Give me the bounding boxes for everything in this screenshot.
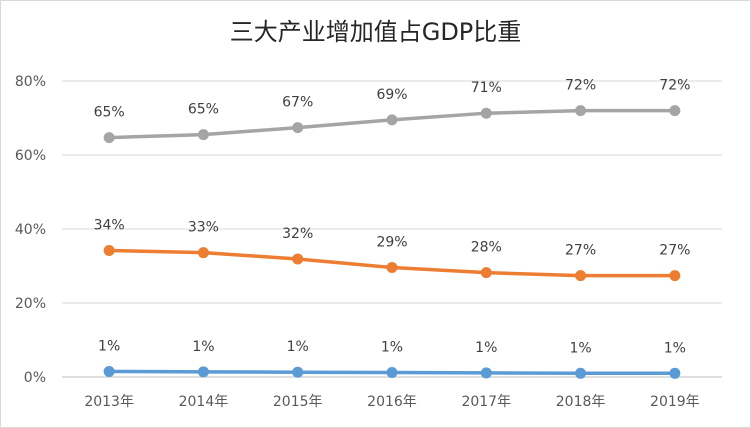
data-point xyxy=(386,114,398,126)
y-tick-label: 80% xyxy=(15,74,46,90)
data-point xyxy=(197,247,209,259)
data-point xyxy=(480,267,492,279)
data-label: 33% xyxy=(188,220,219,236)
y-tick-label: 0% xyxy=(24,370,46,386)
series-layer xyxy=(103,105,681,379)
data-label: 69% xyxy=(376,87,407,103)
data-labels: 65% 65% 67% 69% 71% 72% 72% 34% 33% 32% 29% 28% 27% 2… xyxy=(94,78,691,357)
data-label: 1% xyxy=(287,339,309,355)
data-label: 27% xyxy=(659,243,690,259)
axes: 0% 20% 40% 60% 80% 2013年 2014年 2015年 2016年 2017年 2… xyxy=(15,74,700,410)
data-label: 1% xyxy=(98,338,120,354)
data-label: 32% xyxy=(282,226,313,242)
data-label: 72% xyxy=(659,78,690,94)
data-label: 1% xyxy=(475,340,497,356)
data-label: 28% xyxy=(471,240,502,256)
y-tick-label: 40% xyxy=(15,222,46,238)
data-point xyxy=(669,270,681,282)
data-label: 1% xyxy=(664,340,686,356)
x-tick-label: 2014年 xyxy=(179,394,229,410)
data-label: 67% xyxy=(282,95,313,111)
data-point xyxy=(386,367,398,379)
x-tick-label: 2015年 xyxy=(273,394,323,410)
data-point xyxy=(480,367,492,379)
data-point xyxy=(480,107,492,119)
chart-title: 三大产业增加值占GDP比重 xyxy=(229,18,522,46)
x-tick-label: 2019年 xyxy=(650,394,700,410)
data-label: 27% xyxy=(565,243,596,259)
data-point xyxy=(197,366,209,378)
x-tick-label: 2017年 xyxy=(461,394,511,410)
data-point xyxy=(386,261,398,273)
data-label: 34% xyxy=(94,217,125,233)
data-point xyxy=(103,132,115,144)
x-tick-label: 2016年 xyxy=(367,394,417,410)
gridlines xyxy=(62,80,722,378)
data-point xyxy=(103,365,115,377)
data-point xyxy=(292,253,304,265)
data-point xyxy=(575,270,587,282)
data-point xyxy=(103,244,115,256)
data-point xyxy=(292,122,304,134)
data-point xyxy=(292,366,304,378)
x-tick-label: 2013年 xyxy=(84,394,134,410)
data-label: 1% xyxy=(569,340,591,356)
data-label: 1% xyxy=(192,339,214,355)
data-point xyxy=(669,367,681,379)
data-label: 65% xyxy=(188,102,219,118)
y-tick-label: 60% xyxy=(15,148,46,164)
y-tick-label: 20% xyxy=(15,296,46,312)
data-label: 29% xyxy=(376,234,407,250)
data-point xyxy=(575,367,587,379)
x-tick-label: 2018年 xyxy=(556,394,606,410)
data-point xyxy=(197,129,209,141)
data-label: 71% xyxy=(471,80,502,96)
data-point xyxy=(575,105,587,117)
data-label: 72% xyxy=(565,78,596,94)
data-point xyxy=(669,105,681,117)
data-label: 1% xyxy=(381,340,403,356)
data-label: 65% xyxy=(94,105,125,121)
